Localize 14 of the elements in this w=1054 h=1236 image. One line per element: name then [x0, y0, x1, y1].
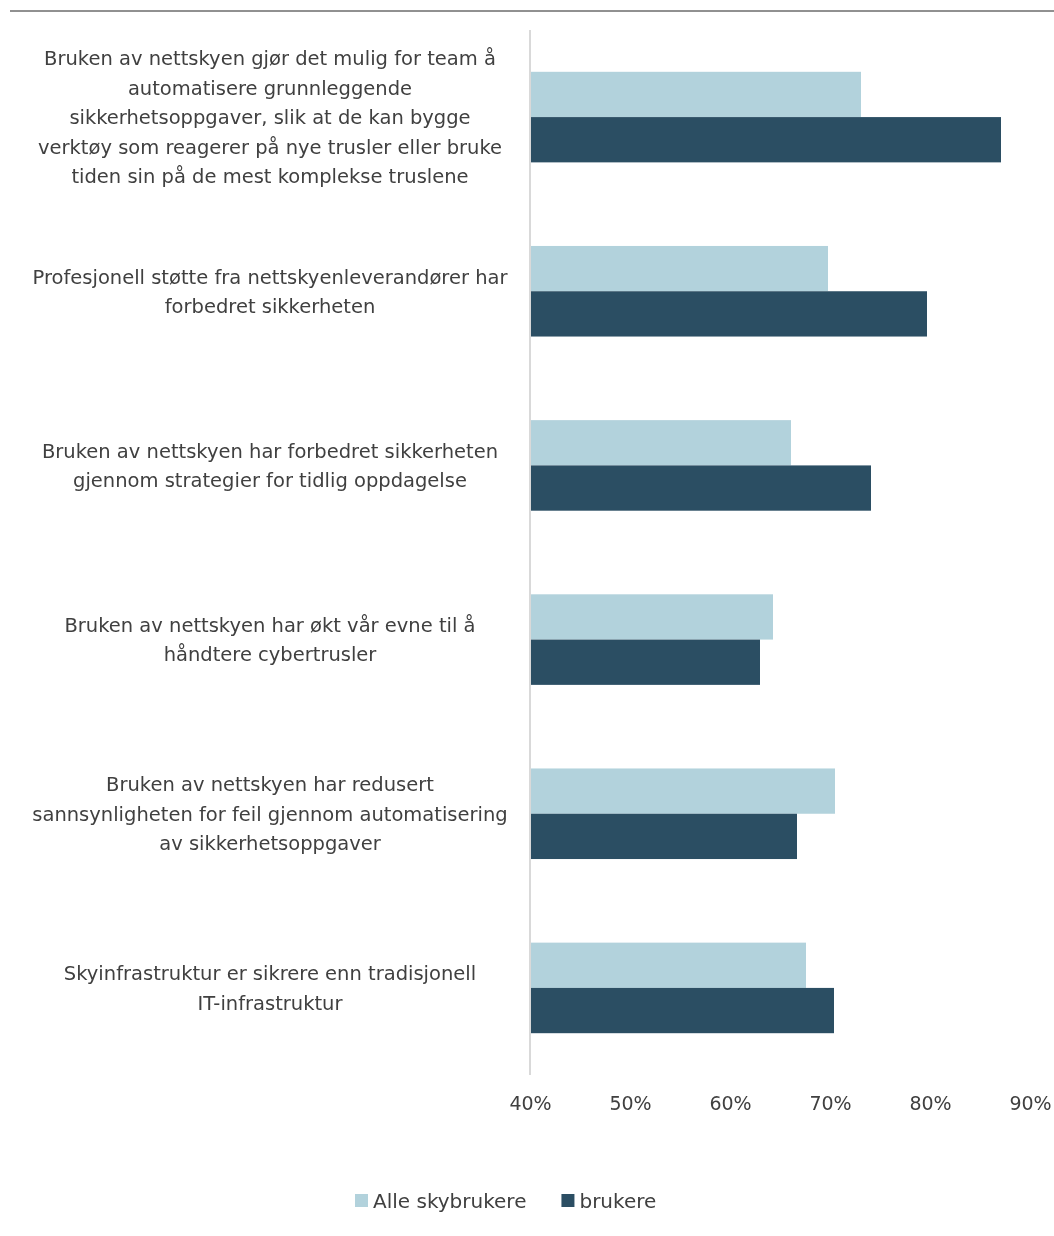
y-tick-label: Bruken av nettskyen har økt vår evne til å håndtere cybertrusler	[64, 613, 476, 667]
x-tick-label: 90%	[1009, 1091, 1052, 1114]
x-tick-label: 60%	[709, 1091, 752, 1114]
y-tick-label: Bruken av nettskyen har redusert sannsynligheten for feil gjennom automatisering av sikkerhetsoppgaver	[32, 773, 508, 856]
x-tick-label: 40%	[509, 1091, 552, 1114]
legend-label: brukere	[579, 1189, 657, 1213]
y-tick-label: Bruken av nettskyen har forbedret sikkerheten gjennom strategier for tidlig oppdagelse	[41, 439, 499, 493]
x-tick-label: 70%	[809, 1091, 852, 1114]
x-tick-label: 80%	[909, 1091, 952, 1114]
y-tick-label: Profesjonell støtte fra nettskyenleverandører har forbedret sikkerheten	[32, 265, 509, 318]
y-tick-label: Bruken av nettskyen gjør det mulig for team å automatisere grunnleggende sikkerhetsoppgaver, slik at de kan bygge verktøy som reagerer på nye trusler eller bruke tiden sin på de mest komplekse truslene	[38, 47, 502, 189]
legend-label: Alle skybrukere	[373, 1189, 527, 1213]
x-tick-label: 50%	[609, 1091, 652, 1114]
y-tick-label: Skyinfrastruktur er sikrere enn tradisjonell IT-infrastruktur	[63, 962, 477, 1015]
